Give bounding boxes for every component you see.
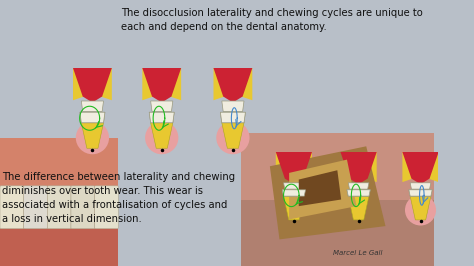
Polygon shape [289,160,356,219]
FancyBboxPatch shape [47,186,71,229]
Polygon shape [347,190,370,196]
Polygon shape [340,152,377,184]
Polygon shape [149,112,174,123]
Polygon shape [409,190,432,196]
Polygon shape [213,68,225,100]
Polygon shape [241,68,252,100]
Polygon shape [0,138,118,196]
Polygon shape [82,123,103,148]
Polygon shape [301,152,312,182]
Ellipse shape [216,121,249,154]
FancyBboxPatch shape [71,186,95,229]
Polygon shape [142,68,154,100]
Polygon shape [282,190,306,196]
Polygon shape [241,133,434,266]
Ellipse shape [76,121,109,154]
Polygon shape [151,123,173,148]
Polygon shape [276,152,312,184]
Ellipse shape [405,195,436,226]
Polygon shape [220,112,246,123]
Polygon shape [73,68,112,102]
Polygon shape [82,101,103,111]
Polygon shape [340,152,351,182]
Polygon shape [149,112,174,123]
Polygon shape [80,112,105,123]
Polygon shape [170,68,181,100]
Polygon shape [0,228,118,266]
Polygon shape [283,183,304,189]
FancyBboxPatch shape [95,186,118,229]
Polygon shape [73,68,84,100]
Polygon shape [222,123,244,148]
Polygon shape [348,183,369,189]
Polygon shape [276,152,286,182]
Polygon shape [410,196,431,220]
Polygon shape [151,101,173,111]
Text: The difference between laterality and chewing
diminishes over tooth wear. This w: The difference between laterality and ch… [2,172,235,224]
Polygon shape [366,152,377,182]
Polygon shape [402,152,438,184]
Polygon shape [402,152,413,182]
Polygon shape [347,190,370,196]
Polygon shape [282,190,306,196]
Text: The disocclusion laterality and chewing cycles are unique to
each and depend on : The disocclusion laterality and chewing … [121,8,423,32]
Polygon shape [80,112,105,123]
Ellipse shape [145,121,178,154]
Polygon shape [410,183,431,189]
Polygon shape [428,152,438,182]
Polygon shape [213,68,252,102]
Polygon shape [220,112,246,123]
Polygon shape [0,138,118,266]
Polygon shape [101,68,112,100]
Ellipse shape [343,195,374,226]
Polygon shape [241,133,434,200]
Polygon shape [142,68,181,102]
Polygon shape [348,196,369,220]
Ellipse shape [278,195,310,226]
Text: Marcel Le Gall: Marcel Le Gall [333,250,382,256]
Polygon shape [299,170,341,206]
Polygon shape [270,146,385,239]
Polygon shape [222,101,244,111]
Polygon shape [409,190,432,196]
FancyBboxPatch shape [0,186,24,229]
FancyBboxPatch shape [24,186,47,229]
Polygon shape [283,196,304,220]
